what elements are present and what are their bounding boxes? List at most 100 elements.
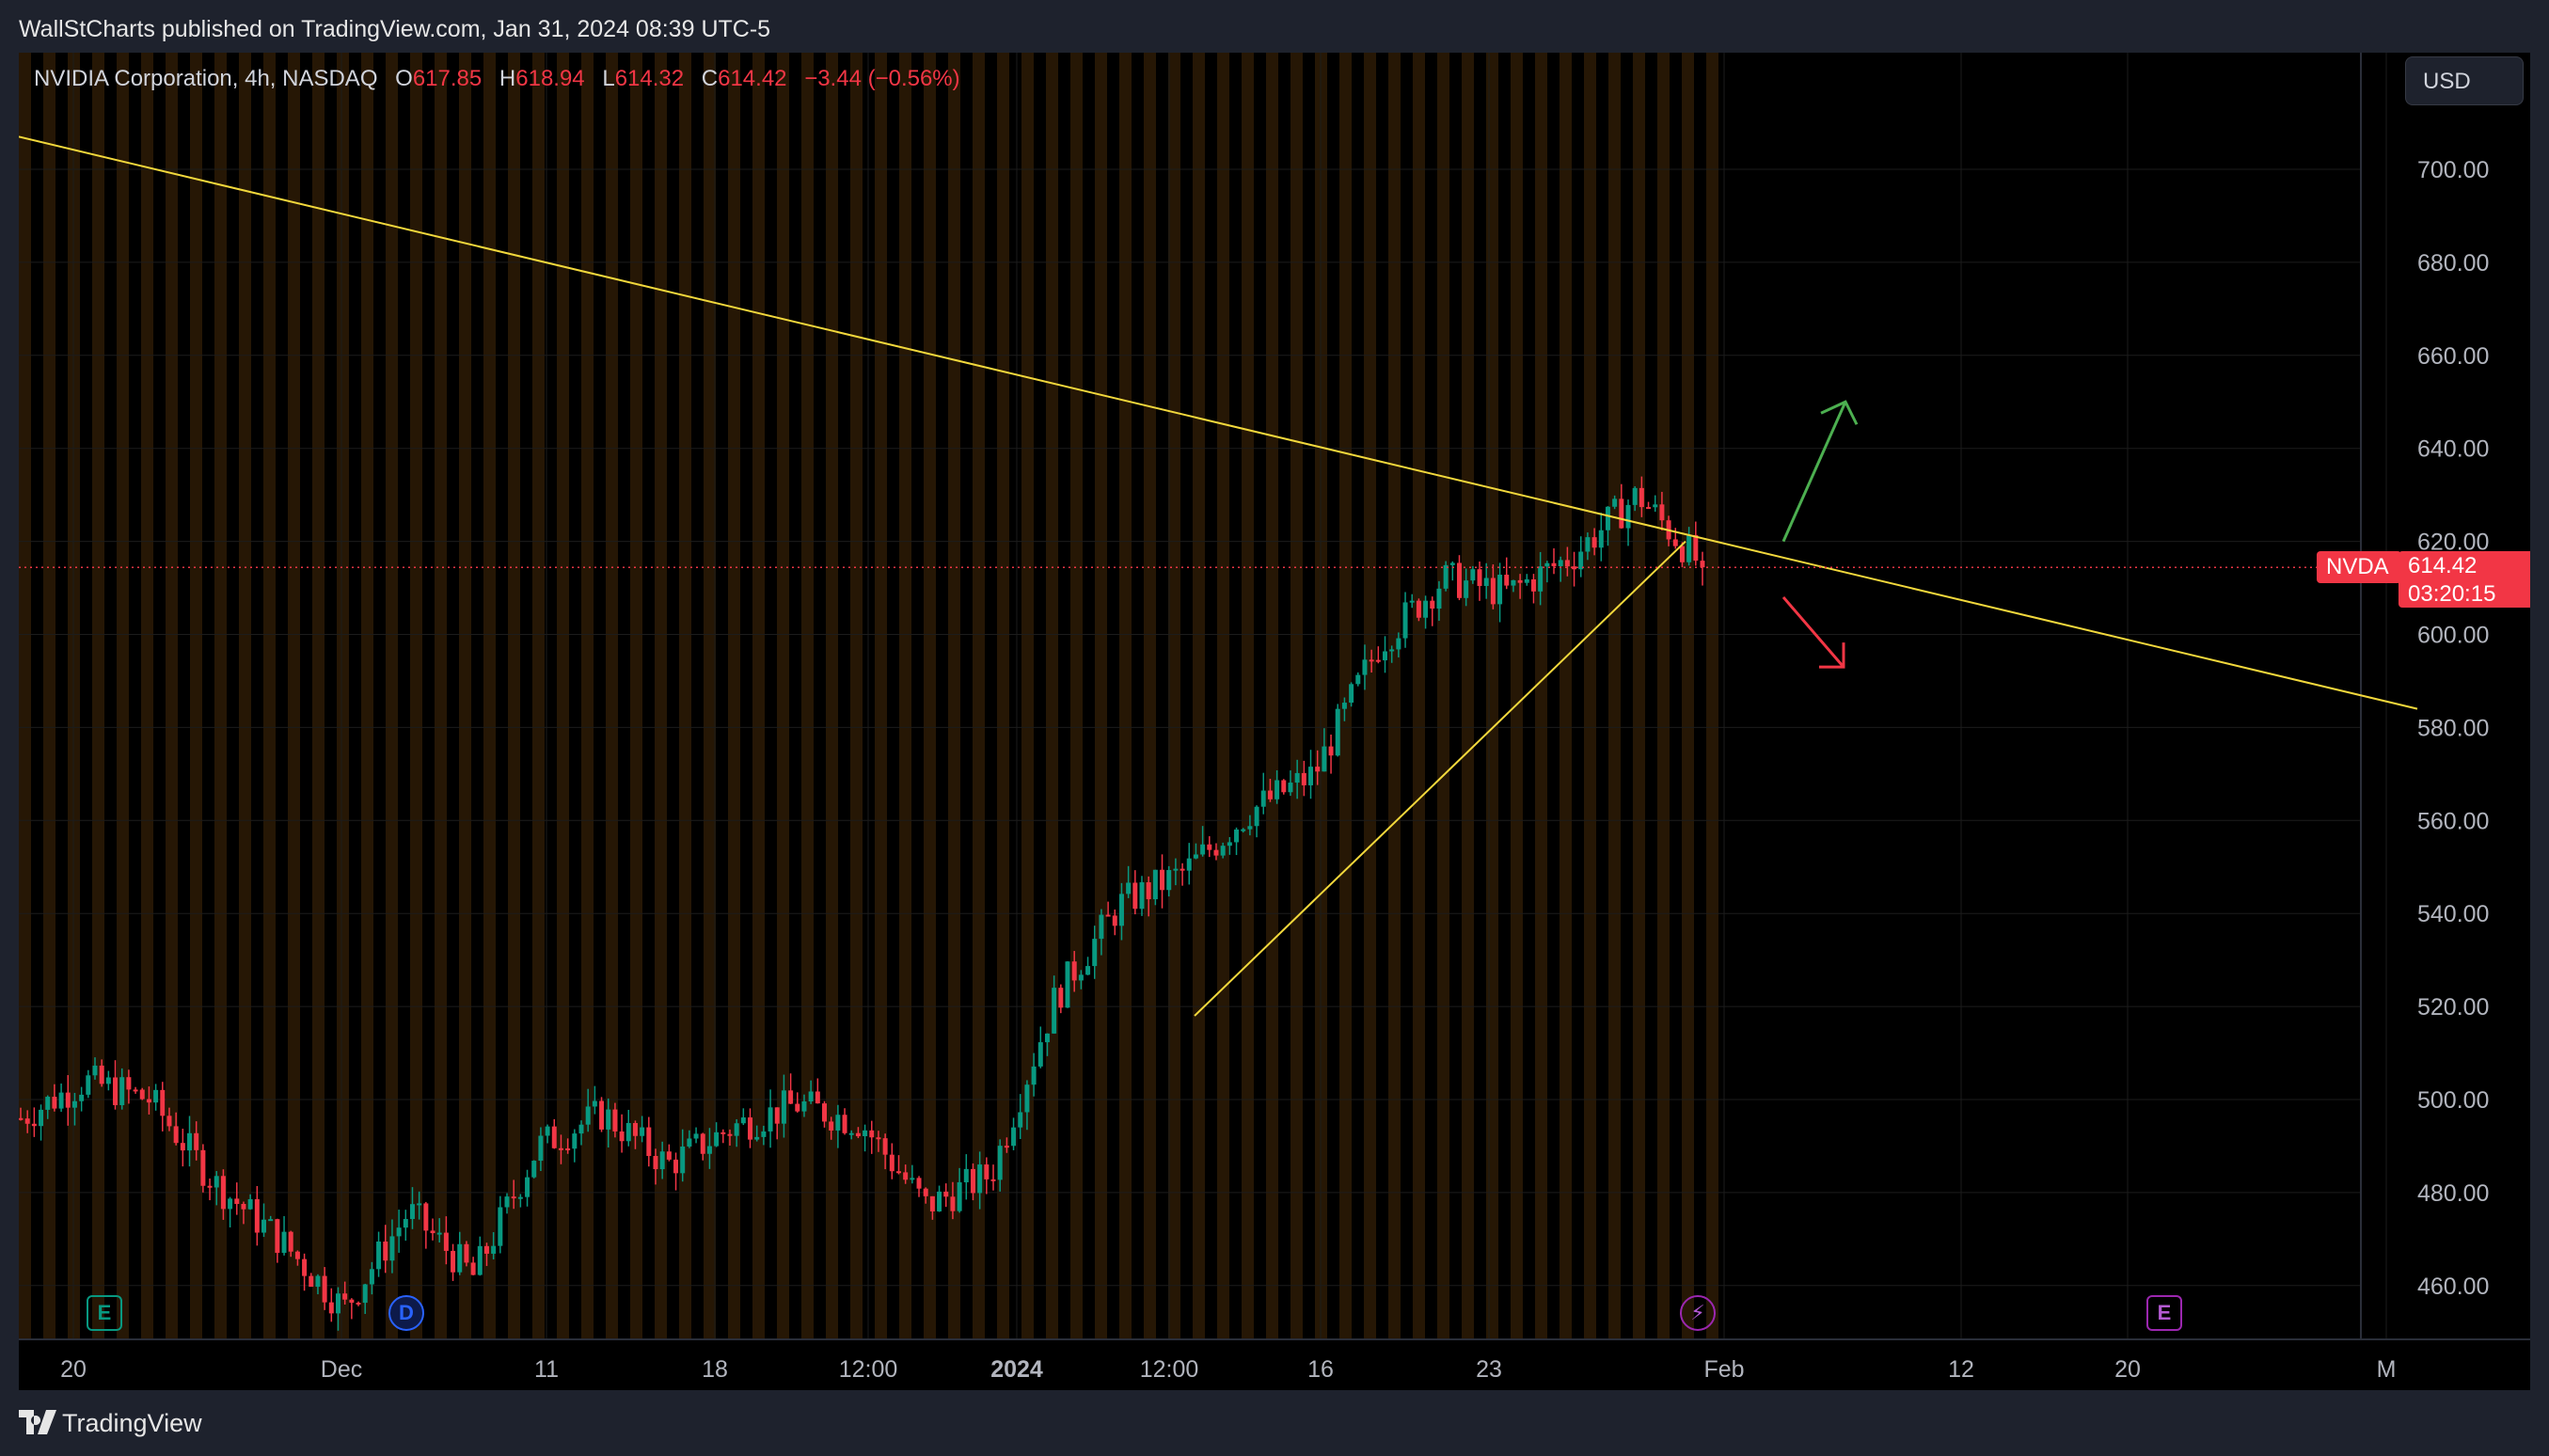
candle-body <box>65 1092 71 1108</box>
candle-body <box>349 1299 355 1303</box>
tradingview-brand[interactable]: TradingView <box>62 1409 202 1437</box>
session-band <box>557 53 569 1339</box>
open-value: 617.85 <box>412 66 483 91</box>
session-band <box>1559 53 1572 1339</box>
tradingview-logo-icon[interactable] <box>19 1410 56 1434</box>
session-band <box>1682 53 1694 1339</box>
candle-body <box>1436 588 1442 609</box>
candle-body <box>1517 579 1523 583</box>
session-band <box>1095 53 1107 1339</box>
candle-body <box>315 1275 321 1288</box>
session-band <box>655 53 667 1339</box>
candle-body <box>748 1117 753 1140</box>
candle-body <box>1139 882 1145 910</box>
high-value: 618.94 <box>515 66 585 91</box>
candle-body <box>754 1136 760 1140</box>
candle-body <box>133 1089 138 1092</box>
session-band <box>1144 53 1156 1339</box>
candle-body <box>558 1147 563 1150</box>
chart-pane[interactable]: 700.00 680.00 660.00 640.00 620.00 600.00 580.… <box>19 53 2530 1390</box>
time-axis-label: 23 <box>1476 1356 1502 1383</box>
price-axis-label: 560.00 <box>2417 808 2489 834</box>
candle-body <box>483 1245 489 1254</box>
currency-button[interactable]: USD <box>2405 56 2524 105</box>
candle-body <box>436 1232 442 1235</box>
time-axis-bg <box>19 1339 2530 1390</box>
candle-body <box>1315 767 1321 772</box>
candle-body <box>1160 869 1165 891</box>
earnings-upcoming-icon[interactable]: E <box>2146 1295 2182 1331</box>
candle-body <box>1524 578 1529 583</box>
candle-body <box>1639 487 1644 508</box>
candle-body <box>214 1176 219 1188</box>
candle-body <box>1085 966 1091 975</box>
price-chart[interactable]: 700.00 680.00 660.00 640.00 620.00 600.00 580.… <box>19 53 2530 1390</box>
candle-body <box>288 1231 293 1252</box>
split-icon[interactable]: ⚡ <box>1680 1295 1716 1331</box>
candle-body <box>1409 600 1415 603</box>
candle-body <box>551 1126 557 1148</box>
candle-body <box>396 1227 402 1237</box>
candle-body <box>835 1115 841 1131</box>
candle-body <box>1423 600 1429 618</box>
candle-body <box>855 1132 861 1137</box>
candle-body <box>19 1117 24 1120</box>
candle-body <box>376 1241 382 1270</box>
candle-body <box>92 1065 98 1076</box>
candle-body <box>105 1077 111 1084</box>
candle-body <box>963 1168 969 1182</box>
session-band <box>312 53 325 1339</box>
candle-body <box>572 1133 578 1149</box>
session-band <box>924 53 936 1339</box>
candle-body <box>1092 939 1098 967</box>
candle-body <box>1118 894 1124 926</box>
bullish-arrow <box>1781 401 1847 543</box>
time-axis-label: 12:00 <box>839 1356 898 1383</box>
candle-body <box>943 1191 949 1197</box>
session-band <box>166 53 178 1339</box>
candle-body <box>86 1075 91 1095</box>
candle-body <box>423 1203 429 1231</box>
candle-body <box>1078 974 1084 981</box>
session-band <box>214 53 227 1339</box>
dividend-icon[interactable]: D <box>388 1295 424 1331</box>
ascending-trendline <box>1194 540 1686 1017</box>
candle-body <box>1551 562 1557 566</box>
candle-body <box>1308 767 1314 785</box>
candle-body <box>1335 708 1340 756</box>
time-axis-label: Feb <box>1703 1356 1744 1383</box>
candle-body <box>1180 868 1185 871</box>
candle-body <box>1105 914 1111 917</box>
candle-body <box>525 1177 530 1197</box>
candle-body <box>383 1241 388 1261</box>
session-band <box>1070 53 1083 1339</box>
candle-body <box>1369 659 1374 662</box>
candle-body <box>71 1100 77 1108</box>
time-axis-label: 20 <box>2114 1356 2141 1383</box>
candle-body <box>160 1089 166 1116</box>
price-axis-label: 460.00 <box>2417 1274 2489 1300</box>
close-label: C <box>701 66 719 91</box>
candle-body <box>876 1137 881 1140</box>
candle-body <box>1058 988 1064 1008</box>
candle-body <box>261 1219 267 1233</box>
time-axis-label: 12 <box>1948 1356 1974 1383</box>
candle-body <box>1632 487 1638 505</box>
candle-body <box>1646 507 1652 510</box>
candle-body <box>113 1077 119 1105</box>
candle-body <box>822 1103 828 1122</box>
candle-body <box>322 1275 327 1303</box>
candle-body <box>1341 703 1347 709</box>
candle-body <box>1659 504 1665 521</box>
session-band <box>1486 53 1498 1339</box>
candle-body <box>619 1131 625 1142</box>
candle-body <box>970 1168 975 1194</box>
time-axis-label: 11 <box>534 1356 559 1383</box>
candle-body <box>1497 575 1503 605</box>
earnings-icon[interactable]: E <box>87 1295 122 1331</box>
session-band <box>728 53 740 1339</box>
session-band <box>508 53 520 1339</box>
candle-body <box>997 1146 1003 1180</box>
candle-body <box>1430 600 1435 609</box>
candle-body <box>1301 772 1306 785</box>
